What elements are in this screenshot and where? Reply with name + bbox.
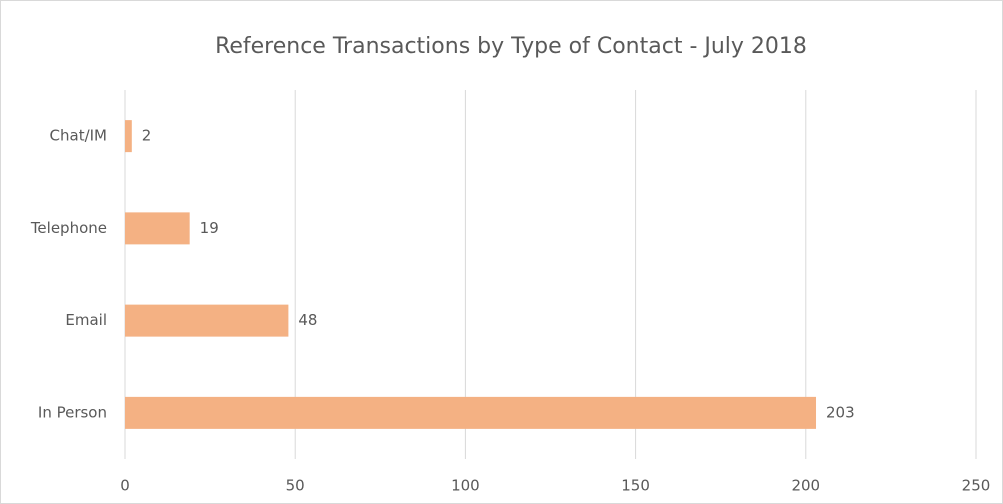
y-tick-label: Telephone: [30, 219, 107, 237]
data-label: 48: [298, 311, 317, 329]
bar: [125, 212, 190, 245]
x-tick-label: 50: [286, 477, 305, 495]
bar: [125, 120, 132, 153]
bar: [125, 304, 289, 337]
data-label: 19: [200, 219, 219, 237]
x-tick-label: 0: [120, 477, 130, 495]
x-tick-label: 250: [962, 477, 991, 495]
x-tick-label: 150: [621, 477, 650, 495]
data-label: 203: [826, 403, 855, 421]
chart-title: Reference Transactions by Type of Contac…: [215, 34, 807, 59]
y-tick-label: In Person: [38, 403, 107, 421]
y-tick-label: Email: [65, 311, 107, 329]
bar: [125, 396, 817, 429]
x-tick-label: 200: [791, 477, 820, 495]
y-tick-label: Chat/IM: [50, 127, 107, 145]
data-label: 2: [142, 127, 152, 145]
x-tick-label: 100: [451, 477, 480, 495]
